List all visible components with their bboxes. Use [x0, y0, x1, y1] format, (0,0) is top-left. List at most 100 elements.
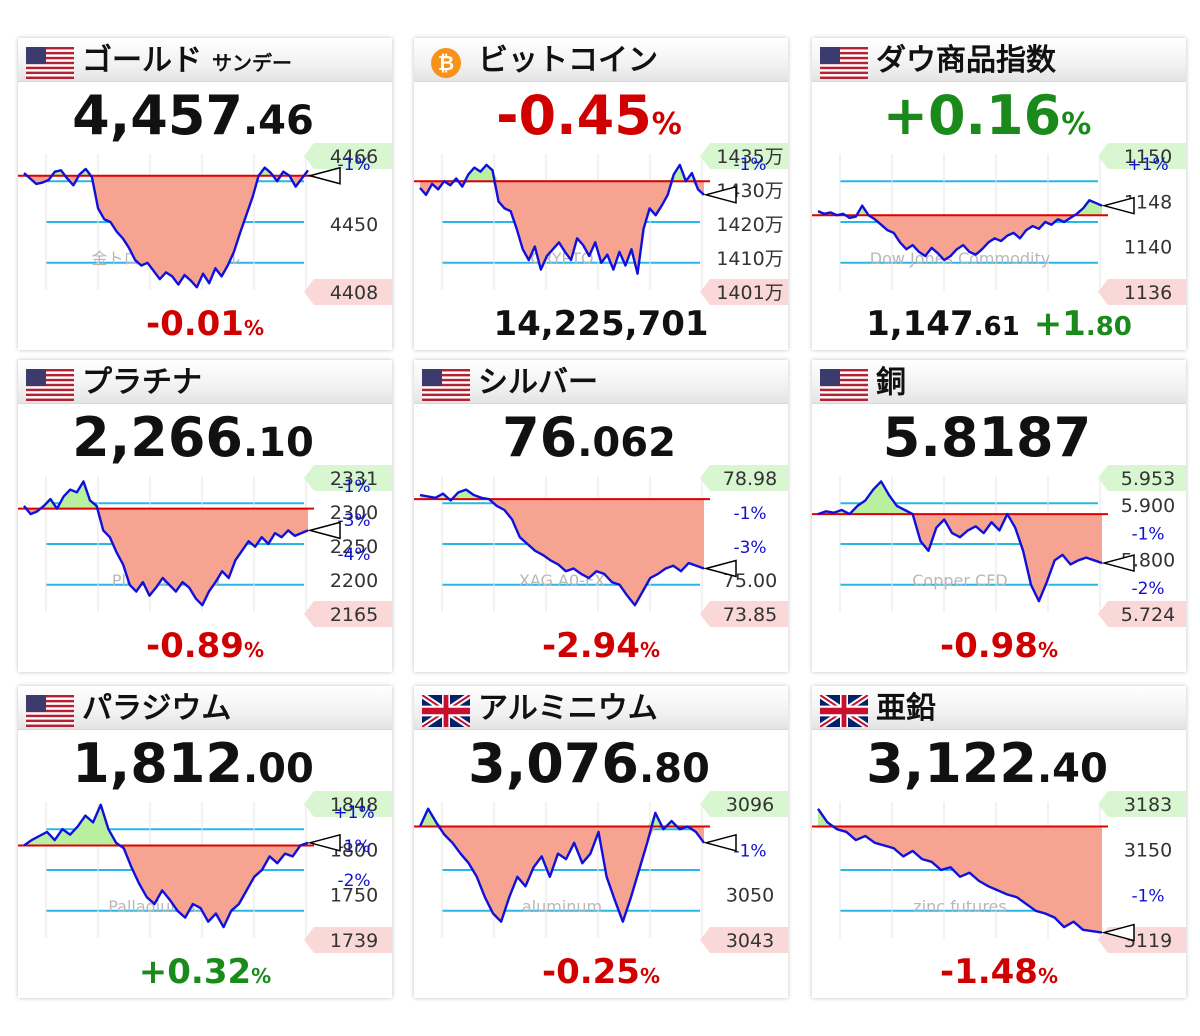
low-label-bg — [700, 279, 788, 305]
low-label-bg — [304, 601, 392, 627]
price-chart: Dow Jones Commodity 1150 1148 1140 1136 +1% — [812, 143, 1186, 305]
low-label-bg — [1098, 601, 1186, 627]
percent-band-label: -1% — [337, 155, 370, 175]
panel-title: アルミニウム — [478, 690, 658, 728]
change-value: -0.25 — [541, 952, 640, 992]
commodity-panel[interactable]: ₿ ビットコイン -0.45% CRYPTO 1435万 1430万 1420万 1410万 1… — [414, 38, 788, 350]
price-line — [23, 166, 309, 289]
commodity-panel[interactable]: 亜鉛 3,122.40 zinc futures 3183 3150 -1% 3119 -1.… — [812, 686, 1186, 998]
title-text: シルバー — [478, 365, 598, 400]
current-price-marker-icon — [307, 166, 341, 185]
commodity-panel[interactable]: 銅 5.8187 Copper CFD 5.953 5.900 -1% 5.800 -2% 5.… — [812, 360, 1186, 672]
price-decimal: .80 — [638, 746, 710, 792]
change-percent: -2.94% — [414, 626, 788, 666]
title-text: ゴールド — [82, 43, 202, 78]
loss-area — [24, 175, 308, 288]
change-value: -1.48 — [939, 952, 1038, 992]
us-flag-icon — [26, 695, 74, 727]
price-value: +0.16% — [812, 84, 1162, 147]
change-value: -0.01 — [145, 304, 244, 344]
price-value: 3,122.40 — [812, 732, 1162, 795]
commodity-panel[interactable]: ゴールドサンデー4,457.46金トロイオンス/ドル446644504408-1… — [18, 38, 392, 350]
chart-watermark: aluminum — [522, 897, 602, 916]
current-price-marker-icon — [1101, 923, 1135, 942]
percent-band-label: -4% — [337, 545, 370, 565]
footer-change-main: +1 — [1033, 304, 1086, 344]
panel-header: 銅 — [812, 360, 1186, 404]
commodity-panel[interactable]: ダウ商品指数 +0.16% Dow Jones Commodity 1150 1148 1… — [812, 38, 1186, 350]
axis-tick-label: 1140 — [1124, 237, 1172, 259]
axis-tick-label: 1435万 — [716, 146, 783, 168]
axis-tick-label: 5.953 — [1121, 468, 1175, 490]
us-flag-icon — [820, 47, 868, 79]
change-percent: -1.48% — [812, 952, 1186, 992]
change-value: -0.98 — [939, 626, 1038, 666]
chart-watermark: Copper CFD — [912, 571, 1007, 590]
change-unit: % — [251, 964, 272, 988]
change-unit: % — [243, 638, 265, 662]
panel-header: アルミニウム — [414, 686, 788, 730]
footer-price-main: 1,147 — [866, 304, 974, 344]
axis-tick-label: 1420万 — [716, 214, 783, 236]
uk-flag-icon — [818, 692, 870, 730]
axis-tick-label: 2250 — [330, 536, 378, 558]
percent-band-label: -3% — [337, 511, 370, 531]
panel-title: 亜鉛 — [876, 690, 936, 728]
price-value: 2,266.10 — [18, 406, 368, 469]
axis-tick-label: 3043 — [726, 930, 774, 952]
low-label-bg — [304, 279, 392, 305]
price-value: 5.8187 — [812, 406, 1162, 469]
change-unit: % — [1037, 964, 1059, 988]
panel-header: シルバー — [414, 360, 788, 404]
change-percent: -0.98% — [812, 626, 1186, 666]
price-decimal: .10 — [242, 420, 314, 466]
price-main: 2,266 — [72, 406, 243, 469]
high-label-bg — [304, 465, 392, 491]
gain-area — [420, 164, 704, 182]
axis-tick-label: 3096 — [726, 794, 774, 816]
panel-title: ビットコイン — [478, 42, 658, 80]
panel-title: ゴールド サンデー — [82, 42, 292, 82]
high-label-bg — [1098, 791, 1186, 817]
footer-price-decimal: .61 — [973, 312, 1020, 342]
price-line — [23, 480, 309, 607]
price-line — [817, 199, 1103, 262]
footer-change: +1.80 — [1034, 304, 1132, 344]
current-price-marker-icon — [703, 833, 737, 852]
title-text: パラジウム — [82, 691, 232, 726]
commodity-panel[interactable]: アルミニウム 3,076.80 aluminum 3096 -1% 3050 3043 -0.… — [414, 686, 788, 998]
price-decimal: .062 — [577, 420, 676, 466]
chart-watermark: Dow Jones Commodity — [870, 249, 1050, 268]
low-label-bg — [1098, 279, 1186, 305]
title-subtitle: サンデー — [212, 51, 292, 75]
price-line — [419, 163, 705, 275]
axis-tick-label: 5.724 — [1121, 604, 1175, 626]
change-percent: -0.25% — [414, 952, 788, 992]
price-chart: zinc futures 3183 3150 -1% 3119 — [812, 791, 1186, 953]
commodity-panel[interactable]: パラジウム 1,812.00 Palladium CFD 1848 1800 1750 17… — [18, 686, 392, 998]
price-line — [817, 808, 1103, 934]
axis-tick-label: 78.98 — [723, 468, 777, 490]
panel-title: シルバー — [478, 364, 598, 402]
loss-area — [420, 499, 704, 606]
axis-tick-label: 1150 — [1124, 146, 1172, 168]
title-text: ビットコイン — [478, 43, 658, 78]
loss-area — [420, 826, 704, 922]
gain-area — [818, 481, 1102, 515]
panel-title: ダウ商品指数 — [876, 42, 1056, 80]
title-text: ダウ商品指数 — [876, 43, 1056, 78]
title-text: 銅 — [876, 365, 906, 400]
axis-tick-label: 1750 — [330, 885, 378, 907]
axis-tick-label: 2165 — [330, 604, 378, 626]
price-value: -0.45% — [414, 84, 764, 147]
percent-band-label: +1% — [333, 803, 374, 823]
panel-header: ゴールド サンデー — [18, 38, 392, 82]
commodity-panel[interactable]: シルバー 76.062 XAG A0-FX 78.98 -1% -3% 75.00 73.85… — [414, 360, 788, 672]
us-flag-icon — [422, 369, 470, 401]
change-value: -2.94 — [541, 626, 640, 666]
axis-tick-label: 1848 — [330, 794, 378, 816]
